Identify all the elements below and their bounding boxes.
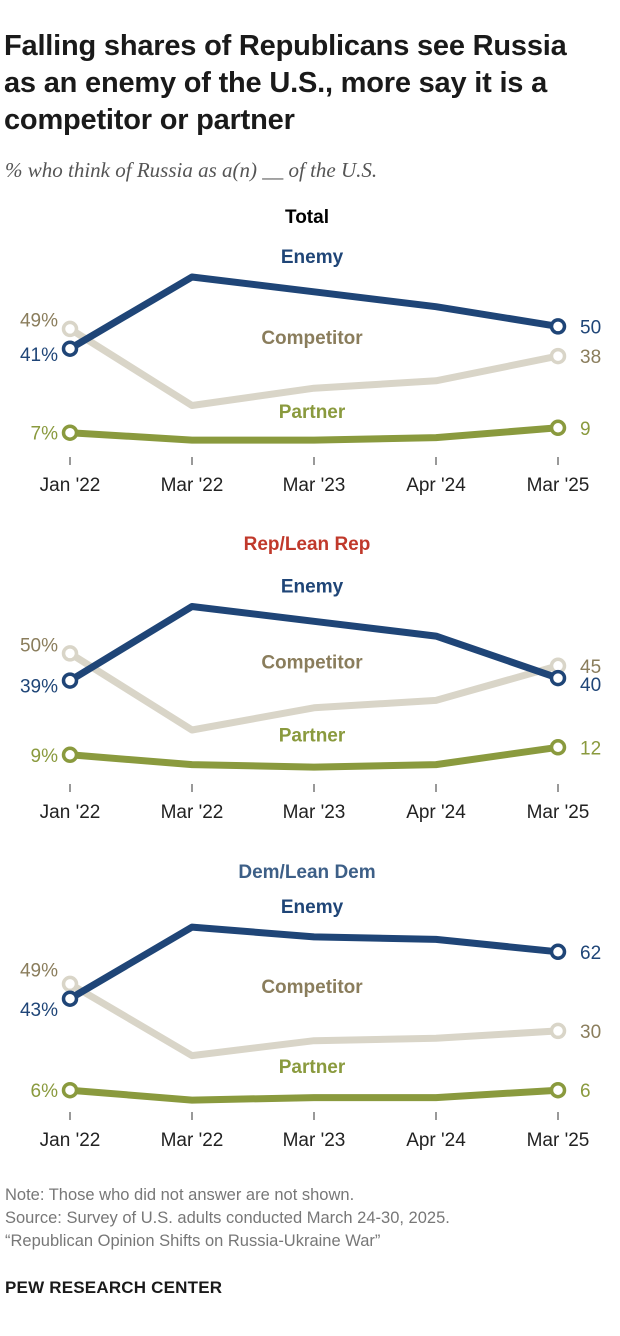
report-text: “Republican Opinion Shifts on Russia-Ukr… bbox=[5, 1232, 381, 1250]
series-name-total-enemy: Enemy bbox=[281, 247, 344, 268]
end-label-total-enemy: 50 bbox=[580, 317, 601, 338]
x-tick-label-rep-lean-rep-0: Jan '22 bbox=[40, 802, 101, 822]
series-line-rep-lean-rep-competitor bbox=[66, 649, 562, 734]
series-line-total-partner bbox=[66, 424, 562, 444]
panel-title-rep-lean-rep: Rep/Lean Rep bbox=[244, 534, 371, 555]
point-rep-lean-rep-enemy-0 bbox=[61, 672, 79, 689]
series-name-total-competitor: Competitor bbox=[261, 328, 363, 349]
start-label-dem-lean-dem-competitor: 49% bbox=[20, 961, 58, 982]
x-tick-label-total-4: Mar '25 bbox=[527, 475, 590, 495]
point-total-partner-4 bbox=[549, 419, 567, 437]
x-tick-label-dem-lean-dem-0: Jan '22 bbox=[40, 1130, 101, 1150]
x-tick-label-rep-lean-rep-4: Mar '25 bbox=[527, 802, 590, 822]
point-total-enemy-4 bbox=[549, 318, 567, 335]
point-rep-lean-rep-competitor-0 bbox=[61, 645, 79, 662]
point-rep-lean-rep-enemy-4 bbox=[549, 669, 567, 687]
series-line-total-competitor bbox=[66, 325, 562, 409]
end-label-dem-lean-dem-partner: 6 bbox=[580, 1081, 591, 1102]
point-dem-lean-dem-competitor-4 bbox=[549, 1022, 567, 1040]
panel-rep-lean-rep: Rep/Lean Rep Jan '22 Mar '22 Mar '23 Apr '24… bbox=[0, 522, 620, 822]
x-tick-label-rep-lean-rep-3: Apr '24 bbox=[406, 802, 466, 822]
x-tick-label-dem-lean-dem-2: Mar '23 bbox=[283, 1130, 346, 1150]
end-label-dem-lean-dem-enemy: 62 bbox=[580, 943, 601, 964]
series-name-rep-lean-rep-enemy: Enemy bbox=[281, 577, 344, 598]
end-label-rep-lean-rep-enemy: 40 bbox=[580, 675, 601, 696]
end-label-rep-lean-rep-partner: 12 bbox=[580, 738, 601, 759]
end-label-total-partner: 9 bbox=[580, 419, 591, 440]
panel-dem-lean-dem: Dem/Lean Dem Jan '22 Mar '22 Mar '23 Apr '24… bbox=[0, 850, 620, 1150]
source-text: Source: Survey of U.S. adults conducted … bbox=[5, 1209, 450, 1227]
series-name-rep-lean-rep-partner: Partner bbox=[279, 726, 346, 747]
org-name: PEW RESEARCH CENTER bbox=[5, 1278, 223, 1297]
x-tick-label-total-3: Apr '24 bbox=[406, 475, 466, 495]
end-label-rep-lean-rep-competitor: 45 bbox=[580, 657, 601, 678]
series-name-dem-lean-dem-partner: Partner bbox=[279, 1057, 346, 1078]
chart-rep-lean-rep: Rep/Lean Rep Jan '22 Mar '22 Mar '23 Apr '24… bbox=[20, 534, 601, 822]
x-tick-label-rep-lean-rep-1: Mar '22 bbox=[161, 802, 224, 822]
start-label-rep-lean-rep-partner: 9% bbox=[31, 746, 59, 767]
x-tick-label-dem-lean-dem-1: Mar '22 bbox=[161, 1130, 224, 1150]
point-dem-lean-dem-partner-0 bbox=[61, 1081, 79, 1099]
series-line-total-enemy bbox=[66, 273, 562, 353]
panel-title-total: Total bbox=[285, 207, 329, 228]
end-label-dem-lean-dem-competitor: 30 bbox=[580, 1022, 601, 1043]
panel-title-dem-lean-dem: Dem/Lean Dem bbox=[238, 862, 375, 883]
start-label-total-competitor: 49% bbox=[20, 311, 58, 332]
point-rep-lean-rep-partner-0 bbox=[61, 746, 79, 764]
panel-total: Total Jan '22 Mar '22 Mar '23 Apr '24 Mar '25… bbox=[0, 195, 620, 495]
series-name-dem-lean-dem-enemy: Enemy bbox=[281, 897, 344, 918]
end-label-total-competitor: 38 bbox=[580, 347, 601, 368]
series-line-dem-lean-dem-partner bbox=[66, 1086, 562, 1104]
x-tick-label-total-0: Jan '22 bbox=[40, 475, 101, 495]
series-line-rep-lean-rep-enemy bbox=[66, 603, 562, 685]
x-tick-label-total-2: Mar '23 bbox=[283, 475, 346, 495]
start-label-dem-lean-dem-partner: 6% bbox=[31, 1081, 59, 1102]
series-line-dem-lean-dem-enemy bbox=[66, 923, 562, 1003]
point-dem-lean-dem-enemy-4 bbox=[549, 943, 567, 961]
series-line-dem-lean-dem-competitor bbox=[66, 980, 562, 1060]
notes: Note: Those who did not answer are not s… bbox=[5, 1184, 605, 1253]
x-tick-label-dem-lean-dem-4: Mar '25 bbox=[527, 1130, 590, 1150]
chart-subtitle: % who think of Russia as a(n) __ of the … bbox=[5, 158, 378, 182]
start-label-total-enemy: 41% bbox=[20, 345, 58, 366]
x-tick-label-rep-lean-rep-2: Mar '23 bbox=[283, 802, 346, 822]
start-label-dem-lean-dem-enemy: 43% bbox=[20, 1000, 58, 1021]
x-tick-label-total-1: Mar '22 bbox=[161, 475, 224, 495]
x-tick-label-dem-lean-dem-3: Apr '24 bbox=[406, 1130, 466, 1150]
series-name-dem-lean-dem-competitor: Competitor bbox=[261, 977, 363, 998]
start-label-rep-lean-rep-competitor: 50% bbox=[20, 635, 58, 656]
point-dem-lean-dem-enemy-0 bbox=[61, 990, 79, 1007]
point-dem-lean-dem-partner-4 bbox=[549, 1081, 567, 1099]
series-name-total-partner: Partner bbox=[279, 402, 346, 423]
point-total-enemy-0 bbox=[61, 340, 79, 357]
chart-total: Total Jan '22 Mar '22 Mar '23 Apr '24 Mar '25… bbox=[20, 207, 601, 495]
start-label-total-partner: 7% bbox=[31, 424, 59, 445]
note-text: Note: Those who did not answer are not s… bbox=[5, 1186, 355, 1204]
point-rep-lean-rep-partner-4 bbox=[549, 739, 567, 756]
point-total-competitor-0 bbox=[61, 320, 79, 338]
point-total-competitor-4 bbox=[549, 347, 567, 365]
chart-title: Falling shares of Republicans see Russia… bbox=[4, 30, 567, 136]
series-name-rep-lean-rep-competitor: Competitor bbox=[261, 653, 363, 674]
start-label-rep-lean-rep-enemy: 39% bbox=[20, 677, 58, 698]
series-line-rep-lean-rep-partner bbox=[66, 743, 562, 771]
chart-dem-lean-dem: Dem/Lean Dem Jan '22 Mar '22 Mar '23 Apr '24… bbox=[20, 862, 601, 1150]
point-dem-lean-dem-competitor-0 bbox=[61, 975, 79, 993]
point-total-partner-0 bbox=[61, 424, 79, 441]
